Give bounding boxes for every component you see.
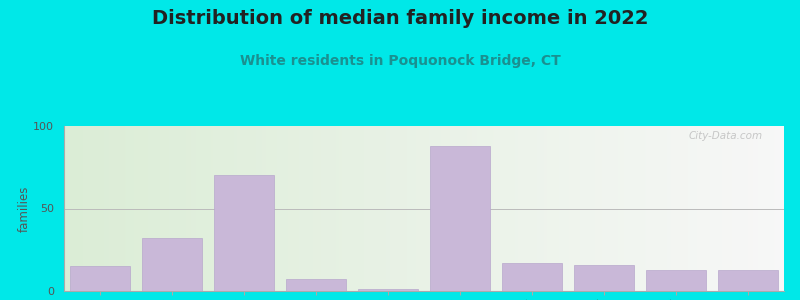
Text: White residents in Poquonock Bridge, CT: White residents in Poquonock Bridge, CT (240, 54, 560, 68)
Y-axis label: families: families (18, 185, 30, 232)
Text: City-Data.com: City-Data.com (688, 131, 762, 141)
Bar (718, 269, 778, 291)
Bar (70, 266, 130, 291)
Bar (214, 176, 274, 291)
Bar (358, 289, 418, 291)
Bar (142, 238, 202, 291)
Bar (574, 265, 634, 291)
Bar (430, 146, 490, 291)
Bar (646, 269, 706, 291)
Bar (286, 280, 346, 291)
Text: Distribution of median family income in 2022: Distribution of median family income in … (152, 9, 648, 28)
Bar (502, 263, 562, 291)
